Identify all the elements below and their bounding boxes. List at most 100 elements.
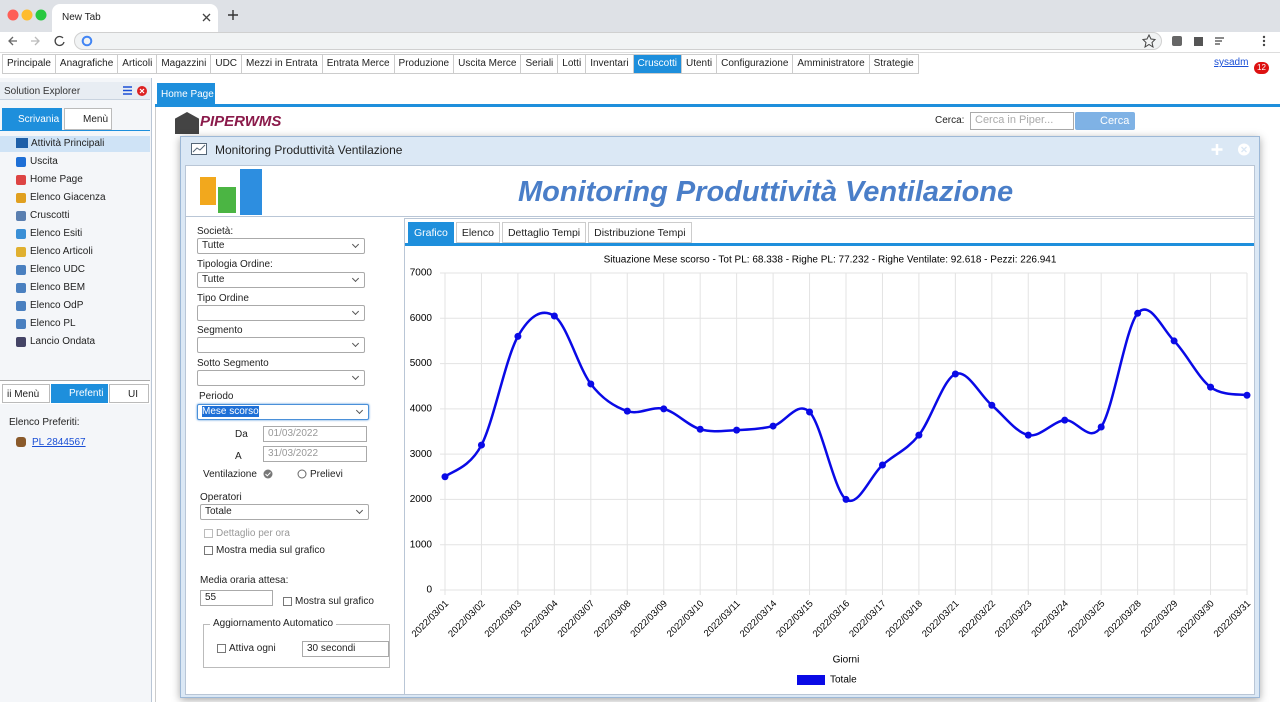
filter-label: Segmento [197, 325, 243, 336]
radio-label: Prelievi [310, 469, 343, 480]
filter-label: Tipo Ordine [197, 293, 249, 304]
favorite-link[interactable]: PL 2844567 [32, 437, 86, 448]
menu-item[interactable]: Produzione [394, 54, 455, 74]
text-input[interactable]: 30 secondi [302, 641, 389, 657]
explorer-item[interactable]: Elenco Articoli [16, 245, 93, 259]
bottom-tab[interactable]: ii Menù [2, 384, 50, 403]
explorer-tab[interactable]: Scrivania [2, 108, 62, 130]
menu-item[interactable]: Mezzi in Entrata [242, 54, 323, 74]
chart-tab[interactable]: Elenco [455, 222, 500, 243]
menu-item[interactable]: Cruscotti [633, 54, 682, 74]
radio-label: Ventilazione [203, 469, 257, 480]
filter-label: Da [235, 429, 248, 440]
fieldset-legend: Aggiornamento Automatico [210, 618, 337, 629]
point [1243, 391, 1251, 399]
window-controls[interactable] [1210, 143, 1252, 156]
menu-item[interactable]: Configurazione [717, 54, 794, 74]
point [1097, 423, 1105, 431]
explorer-item[interactable]: Elenco Esiti [16, 227, 82, 241]
explorer-tab[interactable]: Menù [64, 108, 112, 130]
bottom-tabs: ii Menù Prefenti UI [0, 380, 150, 404]
menu-item[interactable]: Amministratore [793, 54, 870, 74]
explorer-item[interactable]: Elenco Giacenza [16, 191, 106, 205]
chart-tab[interactable]: Grafico [408, 222, 454, 243]
explorer-item[interactable]: Elenco UDC [16, 263, 85, 277]
radio-checked[interactable] [263, 469, 273, 479]
user-link[interactable]: sysadm [1214, 57, 1249, 68]
filter-label: Società: [197, 226, 234, 237]
logo: PIPERWMS [200, 113, 282, 130]
filter-select[interactable] [197, 370, 365, 386]
checkbox[interactable] [217, 644, 226, 653]
window-title: Monitoring Produttività Ventilazione [215, 143, 403, 157]
menu-item[interactable]: Anagrafiche [55, 54, 119, 74]
chart-tab[interactable]: Dettaglio Tempi [501, 222, 587, 243]
explorer-item[interactable]: Home Page [16, 173, 83, 187]
menu-item[interactable]: Utenti [682, 54, 718, 74]
address-bar[interactable] [74, 32, 1162, 50]
tab-close[interactable] [202, 13, 211, 22]
checkbox[interactable] [204, 546, 213, 555]
radio[interactable] [297, 469, 307, 479]
menu-item[interactable]: Entrata Merce [322, 54, 395, 74]
browser-actions[interactable] [1142, 34, 1272, 48]
menu-item[interactable]: Strategie [869, 54, 919, 74]
explorer-item[interactable]: Uscita [16, 155, 58, 169]
filter-select[interactable] [197, 305, 365, 321]
menu-item[interactable]: Principale [2, 54, 56, 74]
text-input[interactable]: 55 [200, 590, 273, 606]
new-tab[interactable] [227, 9, 239, 21]
x-tick-label: 2022/03/24 [1029, 598, 1070, 639]
date-input[interactable]: 31/03/2022 [263, 446, 367, 462]
nav-buttons[interactable] [8, 34, 68, 48]
menu-item[interactable]: Uscita Merce [454, 54, 522, 74]
explorer-group[interactable]: Attività Principali [0, 136, 150, 152]
filter-select[interactable]: Mese scorso [197, 404, 369, 420]
filter-select[interactable]: Tutte [197, 272, 365, 288]
item-icon [16, 337, 26, 347]
bottom-tab[interactable]: Prefenti [51, 384, 108, 403]
menu-item[interactable]: Magazzini [157, 54, 212, 74]
explorer-item[interactable]: Elenco BEM [16, 281, 85, 295]
logo-icon [175, 112, 199, 134]
legend-label: Totale [830, 675, 857, 686]
explorer-item[interactable]: Lancio Ondata [16, 335, 95, 349]
home-tab[interactable]: Home Page [157, 83, 215, 105]
explorer-item[interactable]: Elenco PL [16, 317, 76, 331]
bottom-tab[interactable]: UI [109, 384, 149, 403]
filter-select[interactable]: Tutte [197, 238, 365, 254]
explorer-item[interactable]: Elenco OdP [16, 299, 83, 313]
menu-item[interactable]: Lotti [558, 54, 587, 74]
x-tick-label: 2022/03/10 [665, 598, 706, 639]
x-tick-label: 2022/03/23 [993, 598, 1034, 639]
checkbox[interactable] [204, 529, 213, 538]
divider [0, 130, 150, 131]
notification-badge[interactable]: 12 [1254, 62, 1269, 74]
point [623, 407, 631, 415]
explorer-controls[interactable] [122, 85, 148, 97]
point [842, 495, 850, 503]
menu-item[interactable]: Inventari [586, 54, 634, 74]
point [806, 408, 814, 416]
menu-item[interactable]: Seriali [521, 54, 559, 74]
x-tick-label: 2022/03/29 [1139, 598, 1180, 639]
search-input[interactable]: Cerca in Piper... [970, 112, 1074, 130]
window-controls[interactable] [6, 8, 48, 22]
browser-tab[interactable]: New Tab [52, 4, 218, 32]
menu-item[interactable]: UDC [211, 54, 243, 74]
search-button[interactable]: Cerca [1075, 112, 1135, 130]
heading-icon [200, 169, 262, 215]
x-tick-label: 2022/03/09 [628, 598, 669, 639]
chart-tab[interactable]: Distribuzione Tempi [588, 222, 692, 243]
explorer-item[interactable]: Cruscotti [16, 209, 69, 223]
point [915, 431, 923, 439]
date-input[interactable]: 01/03/2022 [263, 426, 367, 442]
point [1134, 309, 1142, 317]
menu-item[interactable]: Articoli [118, 54, 158, 74]
checkbox[interactable] [283, 597, 292, 606]
filter-select[interactable] [197, 337, 365, 353]
favorites-title: Elenco Preferiti: [9, 417, 80, 428]
y-tick-label: 4000 [410, 403, 433, 414]
filter-select[interactable]: Totale [200, 504, 369, 520]
point [1024, 431, 1032, 439]
